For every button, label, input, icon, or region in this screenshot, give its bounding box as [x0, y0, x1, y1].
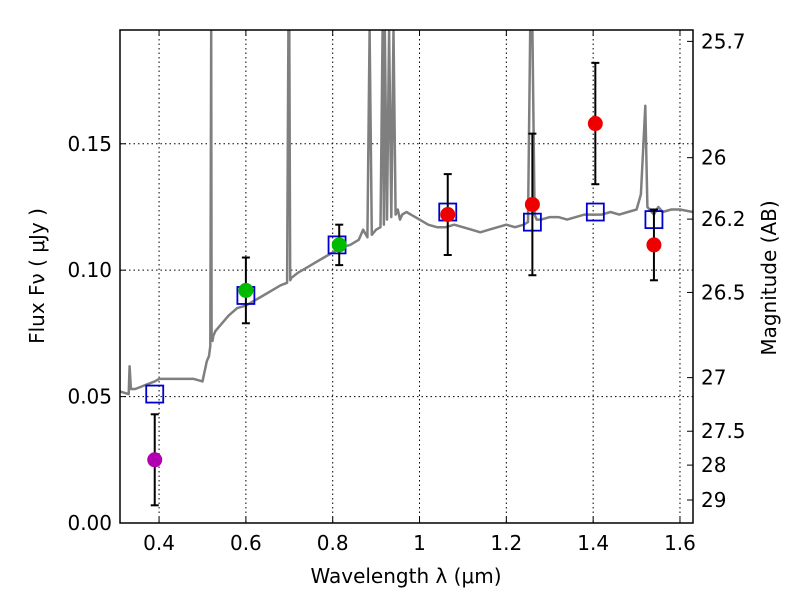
y2-tick-label: 26.2	[701, 207, 746, 231]
y2-tick-label: 29	[701, 488, 726, 512]
observed-photometry-point	[440, 207, 456, 223]
y2-tick-label: 25.7	[701, 29, 746, 53]
model-photometry-square	[585, 202, 605, 222]
y-tick-label: 0.00	[67, 511, 112, 535]
y2-tick-label: 26	[701, 146, 726, 170]
x-tick-label: 1.6	[664, 531, 696, 555]
x-axis-title: Wavelength λ (μm)	[310, 564, 501, 588]
x-tick-label: 0.4	[143, 531, 175, 555]
y2-tick-label: 27	[701, 366, 726, 390]
x-tick-label: 0.6	[230, 531, 262, 555]
y2-tick-label: 28	[701, 453, 726, 477]
observed-photometry-point	[238, 282, 254, 298]
ticks: 0.4 0.6 0.8 1 1.2 1.4 1.6 0.00 0.05 0.10 0.15 25.7 2…	[67, 29, 745, 555]
y-axis-title: Flux Fν ( μJy )	[25, 208, 49, 344]
spectrum-line	[120, 30, 693, 396]
y-tick-label: 0.10	[67, 258, 112, 282]
observed-photometry-point	[331, 237, 347, 253]
y2-tick-label: 27.5	[701, 419, 746, 443]
y-tick-label: 0.05	[67, 385, 112, 409]
y-tick-label: 0.15	[67, 132, 112, 156]
observed-photometry-point	[524, 196, 540, 212]
observed-photometry-point	[147, 452, 163, 468]
plot-frame	[119, 29, 694, 524]
model-photometry-square	[145, 384, 165, 404]
observed-photometry-point	[587, 116, 603, 132]
grid-lines	[120, 30, 693, 523]
x-tick-label: 1	[413, 531, 426, 555]
x-tick-label: 0.8	[317, 531, 349, 555]
observed-photometry-point	[646, 237, 662, 253]
x-tick-label: 1.2	[490, 531, 522, 555]
x-tick-label: 1.4	[577, 531, 609, 555]
y2-axis-title: Magnitude (AB)	[757, 200, 781, 355]
plot-area	[120, 30, 693, 507]
y2-tick-label: 26.5	[701, 280, 746, 304]
